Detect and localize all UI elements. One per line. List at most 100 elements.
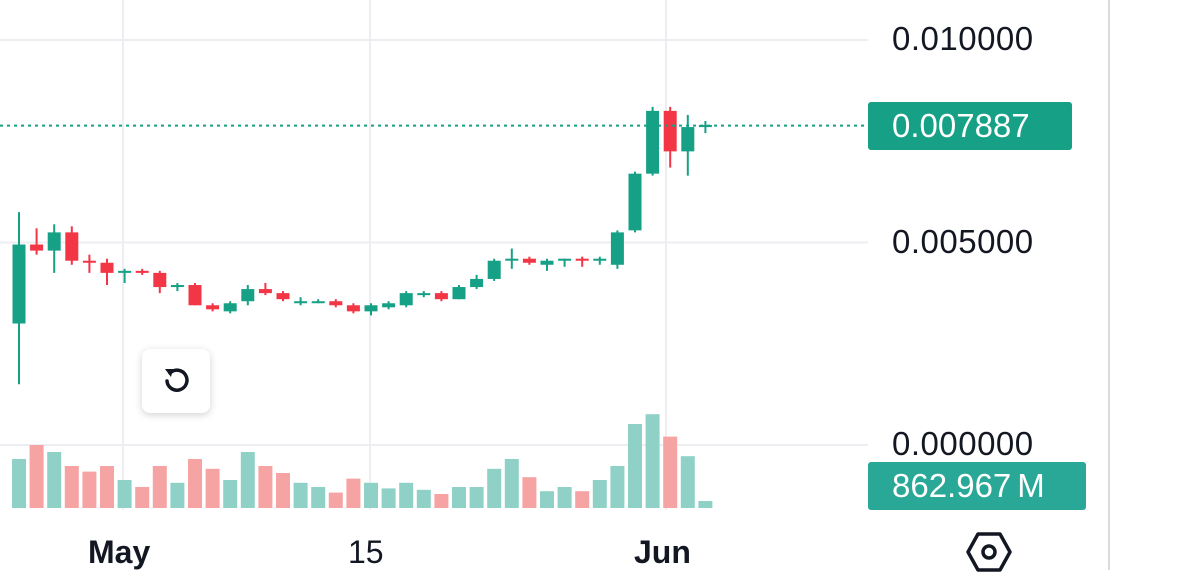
reset-chart-button[interactable] bbox=[142, 349, 210, 413]
volume-bar bbox=[117, 480, 132, 508]
candle-up bbox=[364, 305, 378, 312]
volume-bar bbox=[311, 487, 326, 508]
chart-settings-button[interactable] bbox=[966, 530, 1012, 574]
volume-bar bbox=[100, 466, 114, 508]
volume-label: 862.967 M bbox=[868, 462, 1086, 510]
candle-up bbox=[646, 110, 660, 174]
candle-down bbox=[100, 262, 114, 273]
candle-up bbox=[241, 289, 255, 302]
candles bbox=[12, 106, 712, 385]
reset-rotate-icon bbox=[165, 368, 189, 392]
x-axis-label: May bbox=[88, 534, 151, 570]
x-axis-label: Jun bbox=[634, 534, 691, 570]
volume-bar bbox=[82, 471, 97, 508]
candle-up bbox=[593, 258, 607, 261]
candle-up bbox=[452, 287, 466, 300]
candle-up bbox=[628, 173, 642, 231]
candle-up bbox=[170, 285, 184, 288]
volume-bar bbox=[12, 459, 26, 508]
volume-bar bbox=[540, 491, 554, 508]
volume-bar bbox=[575, 491, 590, 508]
volume-bar bbox=[223, 480, 238, 508]
volume-bar bbox=[416, 489, 431, 508]
candle-down bbox=[329, 301, 343, 306]
current-price-label: 0.007887 bbox=[868, 102, 1072, 150]
candle-up bbox=[470, 278, 484, 288]
y-axis-label: 0.000000 bbox=[892, 425, 1034, 462]
volume-bar bbox=[645, 414, 660, 508]
candle-up bbox=[540, 260, 554, 265]
candle-down bbox=[135, 270, 149, 273]
chart-grid bbox=[0, 0, 868, 510]
candle-down bbox=[522, 258, 536, 263]
candle-down bbox=[65, 232, 79, 261]
volume-bar bbox=[680, 456, 695, 508]
candle-up bbox=[118, 270, 132, 273]
candle-down bbox=[346, 305, 360, 312]
candle-up bbox=[558, 258, 572, 261]
candle-down bbox=[153, 272, 167, 288]
candle-up bbox=[487, 260, 501, 279]
volume-unit: M bbox=[1017, 467, 1045, 504]
candle-up bbox=[505, 258, 519, 261]
candle-down bbox=[30, 244, 44, 251]
y-axis-label: 0.005000 bbox=[892, 223, 1034, 260]
volume-bar bbox=[469, 487, 484, 508]
volume-bar bbox=[64, 466, 79, 508]
candle-up bbox=[681, 127, 695, 152]
volume-bar bbox=[170, 482, 185, 508]
volume-bar bbox=[698, 501, 713, 508]
candle-down bbox=[206, 305, 220, 310]
volume-bar bbox=[364, 482, 378, 508]
volume-bar bbox=[205, 468, 220, 508]
volume-bar bbox=[293, 482, 308, 508]
volume-bar bbox=[328, 492, 343, 508]
candle-up bbox=[12, 244, 26, 324]
volume-bar bbox=[399, 482, 414, 508]
candle-up bbox=[311, 301, 325, 304]
panel-divider bbox=[1108, 0, 1110, 570]
candle-up bbox=[223, 303, 237, 312]
candle-up bbox=[399, 293, 413, 306]
candle-up bbox=[610, 232, 624, 265]
candle-down bbox=[663, 110, 677, 152]
volume-bar bbox=[47, 452, 62, 508]
candle-up bbox=[698, 125, 712, 128]
volume-bar bbox=[346, 478, 361, 508]
volume-bar bbox=[434, 494, 449, 508]
volume-bar bbox=[29, 445, 44, 508]
volume-bar bbox=[135, 487, 150, 508]
candle-down bbox=[575, 258, 589, 261]
candle-up bbox=[417, 293, 431, 296]
candle-up bbox=[382, 303, 396, 308]
volume-bar bbox=[522, 477, 537, 508]
volume-bar bbox=[452, 487, 466, 508]
volume-bar bbox=[504, 459, 519, 508]
volume-bar bbox=[487, 468, 502, 508]
candle-up bbox=[47, 232, 61, 251]
volume-bar bbox=[240, 452, 255, 508]
x-axis-label: 15 bbox=[348, 534, 384, 570]
volume-bar bbox=[152, 466, 167, 508]
candle-down bbox=[276, 293, 290, 300]
candle-up bbox=[294, 301, 308, 304]
candle-down bbox=[258, 289, 272, 294]
candle-down bbox=[434, 293, 448, 300]
volume-bar bbox=[663, 436, 678, 508]
volume-bar bbox=[381, 488, 396, 508]
candle-down bbox=[188, 285, 202, 306]
volume-bar bbox=[557, 487, 572, 508]
volume-value: 862.967 bbox=[892, 467, 1012, 504]
candle-down bbox=[82, 260, 96, 263]
volume-bar bbox=[628, 424, 642, 508]
y-axis-label: 0.010000 bbox=[892, 20, 1034, 57]
volume-bar bbox=[276, 473, 290, 508]
volume-bar bbox=[188, 459, 202, 508]
volume-bars bbox=[12, 414, 713, 508]
volume-bar bbox=[610, 466, 625, 508]
volume-bar bbox=[258, 466, 273, 508]
volume-bar bbox=[592, 480, 607, 508]
settings-hexagon-icon bbox=[966, 532, 1012, 572]
